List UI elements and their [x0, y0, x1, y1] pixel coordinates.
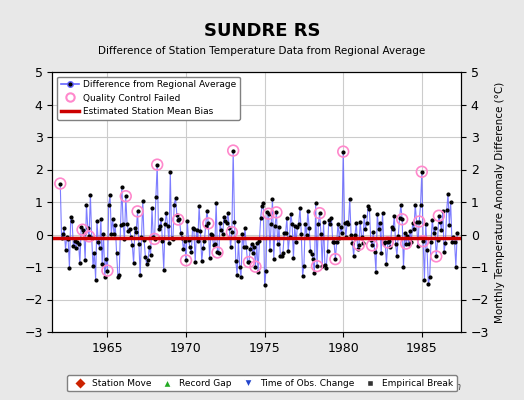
Point: [103, 268, 112, 274]
Text: Difference of Station Temperature Data from Regional Average: Difference of Station Temperature Data f…: [99, 46, 425, 56]
Point: [272, 209, 281, 216]
Point: [331, 256, 340, 262]
Point: [415, 218, 423, 225]
Legend: Station Move, Record Gap, Time of Obs. Change, Empirical Break: Station Move, Record Gap, Time of Obs. C…: [67, 375, 457, 392]
Y-axis label: Monthly Temperature Anomaly Difference (°C): Monthly Temperature Anomaly Difference (…: [495, 81, 505, 323]
Point: [228, 229, 236, 235]
Point: [134, 208, 142, 214]
Point: [313, 263, 321, 269]
Point: [368, 242, 376, 249]
Point: [398, 216, 407, 222]
Text: Berkeley Earth: Berkeley Earth: [389, 382, 461, 392]
Point: [432, 253, 441, 260]
Point: [122, 193, 130, 199]
Point: [213, 249, 222, 256]
Point: [85, 233, 93, 240]
Point: [252, 264, 260, 270]
Point: [419, 238, 427, 244]
Point: [153, 162, 161, 168]
Point: [174, 216, 182, 223]
Point: [245, 259, 253, 265]
Point: [265, 210, 273, 217]
Point: [56, 180, 64, 187]
Point: [79, 226, 87, 233]
Point: [315, 210, 324, 216]
Point: [339, 148, 347, 155]
Point: [182, 257, 190, 264]
Legend: Difference from Regional Average, Quality Control Failed, Estimated Station Mean: Difference from Regional Average, Qualit…: [57, 76, 240, 120]
Point: [150, 236, 159, 242]
Text: SUNDRE RS: SUNDRE RS: [204, 22, 320, 40]
Point: [229, 147, 237, 154]
Point: [204, 220, 213, 227]
Point: [402, 240, 410, 247]
Point: [384, 239, 392, 246]
Point: [434, 212, 443, 219]
Point: [418, 168, 426, 175]
Point: [355, 242, 363, 248]
